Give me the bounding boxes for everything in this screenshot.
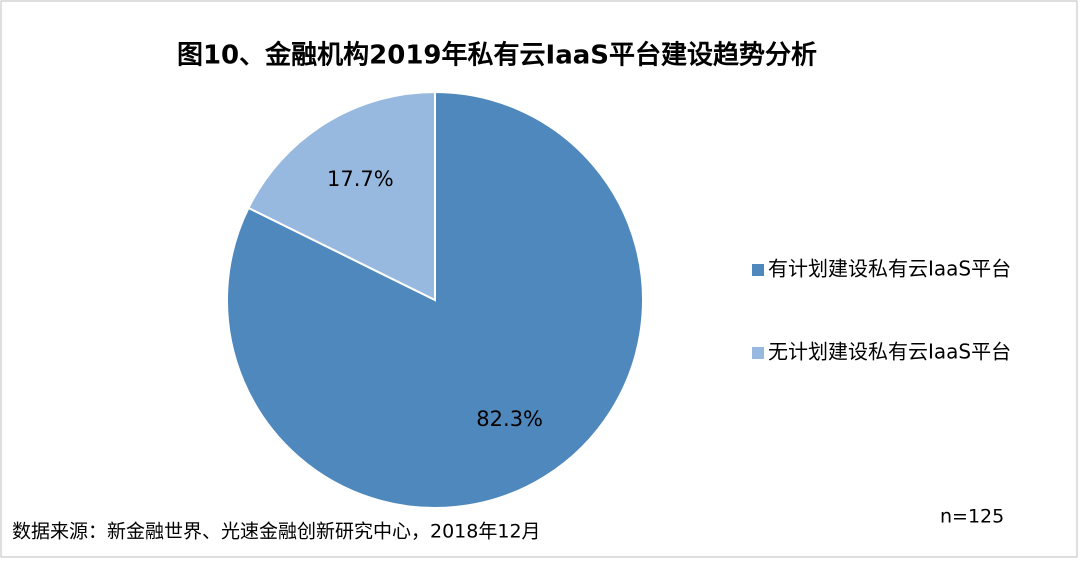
- legend-label: 有计划建设私有云IaaS平台: [768, 257, 1011, 281]
- data-label: 82.3%: [476, 407, 543, 431]
- data-label: 17.7%: [327, 167, 394, 191]
- note: n=125: [940, 506, 1004, 528]
- pie-slice: [226, 90, 644, 509]
- legend-swatch: [752, 264, 764, 276]
- legend-label: 无计划建设私有云IaaS平台: [768, 340, 1011, 364]
- source: 数据来源：新金融世界、光速金融创新研究中心，2018年12月: [12, 521, 541, 543]
- chart-title: 图10、金融机构2019年私有云IaaS平台建设趋势分析: [177, 40, 817, 71]
- legend-swatch: [752, 347, 764, 359]
- pie-slice: [247, 90, 436, 302]
